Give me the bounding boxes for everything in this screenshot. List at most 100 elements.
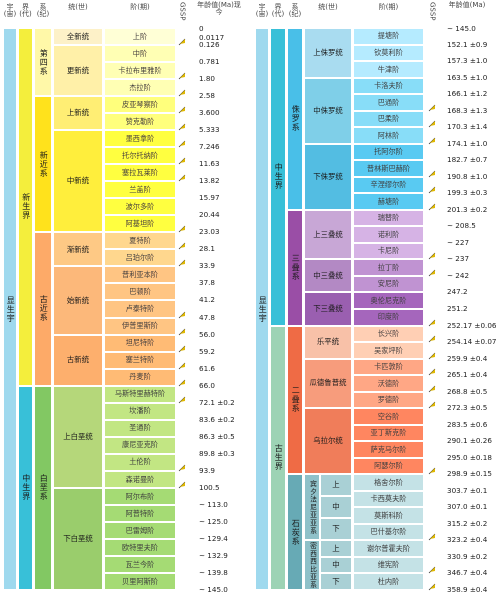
gssp-spike-icon <box>428 352 436 359</box>
gssp-spike-icon <box>428 534 436 541</box>
age-label: 163.5 ±1.0 <box>447 72 488 82</box>
age-label: ~ 129.4 <box>199 533 228 543</box>
stage-cell: 杰拉阶 <box>104 79 176 97</box>
epoch-cell: 更新统 <box>53 45 103 97</box>
era-cell: 新生界 <box>18 28 33 386</box>
gssp-spike-icon <box>428 583 436 591</box>
gssp-spike-icon <box>178 328 186 335</box>
stage-cell: 土伦阶 <box>104 453 176 471</box>
epoch-cell: 全新统 <box>53 28 103 46</box>
age-label: 66.0 <box>199 380 216 390</box>
epoch-cell: 上新统 <box>53 96 103 131</box>
age-label: 59.2 <box>199 346 216 356</box>
gssp-spike-icon <box>428 467 436 475</box>
stage-cell: 托尔托纳阶 <box>104 147 176 165</box>
gssp-spike-icon <box>428 104 436 111</box>
age-label: 254.14 ±0.07 <box>447 337 497 347</box>
age-label: 251.2 <box>447 304 468 313</box>
age-label: ~ 139.8 <box>199 567 228 577</box>
subsystem-cell: 宾夕法尼亚亚系 <box>304 474 320 541</box>
age-label: 61.6 <box>199 363 216 373</box>
stage-cell: 圣通阶 <box>104 419 176 437</box>
gssp-spike-icon <box>178 89 186 97</box>
stage-cell: 森诺曼阶 <box>104 470 176 488</box>
era-cell: 古生界 <box>270 325 286 590</box>
stage-cell: 赫塘阶 <box>353 193 424 210</box>
gssp-spike-icon <box>178 362 186 369</box>
gssp-spike-icon <box>178 396 186 403</box>
gssp-spike-icon <box>428 170 436 178</box>
age-label: 2.58 <box>199 91 216 101</box>
stage-cell: 皮亚琴察阶 <box>104 96 176 114</box>
age-label: 37.8 <box>199 278 216 288</box>
stage-cell: 阿瑟尔阶 <box>353 457 424 475</box>
age-label: ~ 125.0 <box>199 516 228 526</box>
gssp-spike-icon <box>428 186 436 194</box>
header-period: 系(纪) <box>36 3 50 19</box>
epoch-cell: 中 <box>320 496 352 519</box>
age-label: 268.8 ±0.5 <box>447 386 488 396</box>
stage-cell: 阿林阶 <box>353 127 424 144</box>
age-label: 41.2 <box>199 295 216 305</box>
gssp-spike-icon <box>428 401 436 409</box>
age-label: 259.9 ±0.4 <box>447 353 488 363</box>
age-label: ~ 145.0 <box>199 585 228 594</box>
gssp-spike-icon <box>178 379 186 386</box>
age-label: 89.8 ±0.3 <box>199 448 235 458</box>
stage-cell: 阿普特阶 <box>104 504 176 522</box>
stage-cell: 巴什基尔阶 <box>353 523 424 541</box>
stage-cell: 马斯特里赫特阶 <box>104 385 176 403</box>
gssp-spike-icon <box>428 120 436 128</box>
age-label: 152.1 ±0.9 <box>447 39 488 49</box>
stage-cell: 瓦兰今阶 <box>104 555 176 573</box>
stage-cell: 罗德阶 <box>353 391 424 409</box>
gssp-spike-icon <box>178 72 186 80</box>
period-cell: 白垩系 <box>34 385 52 590</box>
age-label: 100.5 <box>199 482 220 492</box>
stage-cell: 提塘阶 <box>353 28 424 45</box>
stage-cell: 拉丁阶 <box>353 259 424 276</box>
stage-cell: 贝里阿斯阶 <box>104 572 176 590</box>
gssp-spike-icon <box>428 385 436 392</box>
epoch-cell: 上白垩统 <box>53 385 103 488</box>
stage-cell: 托阿尔阶 <box>353 143 424 161</box>
stage-cell: 坦尼特阶 <box>104 334 176 352</box>
stage-cell: 格舍尔阶 <box>353 474 424 491</box>
stage-cell: 莫斯科阶 <box>353 507 424 524</box>
stage-cell: 普利亚本阶 <box>104 266 176 284</box>
stage-cell: 杜内阶 <box>353 573 424 590</box>
age-label: 295.0 ±0.18 <box>447 452 492 462</box>
age-label: 157.3 ±1.0 <box>447 56 488 66</box>
age-label: 170.3 ±1.4 <box>447 122 488 132</box>
epoch-cell: 下 <box>320 573 352 590</box>
stage-cell: 丹麦阶 <box>104 368 176 386</box>
eon-cell: 显生宇 <box>255 28 269 590</box>
epoch-cell: 乌拉尔统 <box>304 408 352 475</box>
header-age: 年龄值(Ma)现今 <box>197 1 241 17</box>
header-eon: 宇(宙) <box>3 3 17 19</box>
period-cell: 二叠系 <box>287 325 303 475</box>
stage-cell: 中阶 <box>104 45 176 63</box>
age-label: ~ 242 <box>447 270 470 280</box>
age-label: ~ 237 <box>447 254 470 264</box>
era-cell: 中生界 <box>270 28 286 326</box>
stage-cell: 奥伦尼克阶 <box>353 292 424 309</box>
age-label: 47.8 <box>199 312 216 322</box>
stage-cell: 巴通阶 <box>353 94 424 111</box>
gssp-spike-icon <box>428 203 436 211</box>
gssp-spike-icon <box>178 38 186 46</box>
gssp-spike-icon <box>428 253 436 260</box>
stage-cell: 亚丁斯克阶 <box>353 424 424 442</box>
epoch-cell: 渐新统 <box>53 232 103 267</box>
stage-cell: 卡尼阶 <box>353 242 424 260</box>
stage-cell: 上阶 <box>104 28 176 46</box>
age-label: 330.9 ±0.2 <box>447 551 488 561</box>
epoch-cell: 下 <box>320 518 352 541</box>
stage-cell: 墨西拿阶 <box>104 130 176 148</box>
era-cell: 中生界 <box>18 385 33 590</box>
age-label: ~ 113.0 <box>199 499 228 509</box>
stage-cell: 坎潘阶 <box>104 402 176 420</box>
age-label: 168.3 ±1.3 <box>447 105 488 115</box>
stage-cell: 康尼亚克阶 <box>104 436 176 454</box>
epoch-cell: 古新统 <box>53 334 103 386</box>
